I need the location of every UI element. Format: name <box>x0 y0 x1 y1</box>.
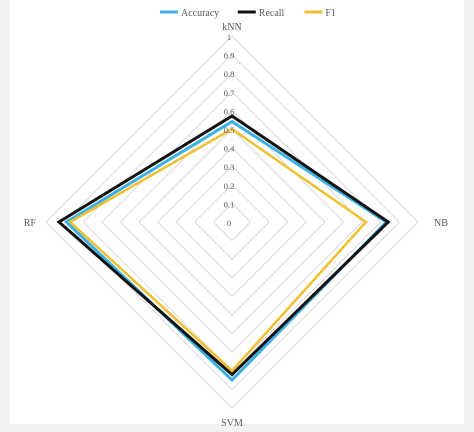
series-layer <box>56 114 391 383</box>
grid-ring-3 <box>175 165 289 279</box>
grid-ring-5 <box>138 128 326 316</box>
legend-label-accuracy: Accuracy <box>181 8 219 19</box>
tick-label: 0.2 <box>224 181 235 191</box>
tick-label: 0.5 <box>224 125 235 135</box>
tick-label: 0.8 <box>224 69 235 79</box>
tick-label: 0.4 <box>224 144 235 154</box>
series-accuracy <box>64 119 389 383</box>
tick-label: 1 <box>227 32 231 42</box>
grid-ring-8 <box>82 72 382 372</box>
tick-label: 0.9 <box>224 51 235 61</box>
series-f1 <box>68 127 368 373</box>
grid-ring-10 <box>45 35 419 409</box>
axis-label-svm: SVM <box>221 418 243 429</box>
series-recall <box>56 114 391 377</box>
tick-label: 0.1 <box>224 199 235 209</box>
grid-ring-2 <box>194 184 270 260</box>
tick-label: 0.6 <box>224 106 235 116</box>
grid-ring-1 <box>212 202 252 242</box>
axis-label-knn: kNN <box>222 22 241 33</box>
legend: Accuracy Recall F1 <box>160 8 336 19</box>
tick-label: 0.7 <box>224 88 235 98</box>
grid-ring-4 <box>156 146 308 298</box>
tick-label: 0.3 <box>224 162 235 172</box>
axis-label-rf: RF <box>24 218 37 229</box>
grid-ring-6 <box>119 109 345 335</box>
grid-ring-9 <box>63 53 401 391</box>
legend-label-recall: Recall <box>259 8 285 19</box>
tick-label: 0 <box>227 218 231 228</box>
axis-label-nb: NB <box>434 218 448 229</box>
legend-label-f1: F1 <box>325 8 336 19</box>
